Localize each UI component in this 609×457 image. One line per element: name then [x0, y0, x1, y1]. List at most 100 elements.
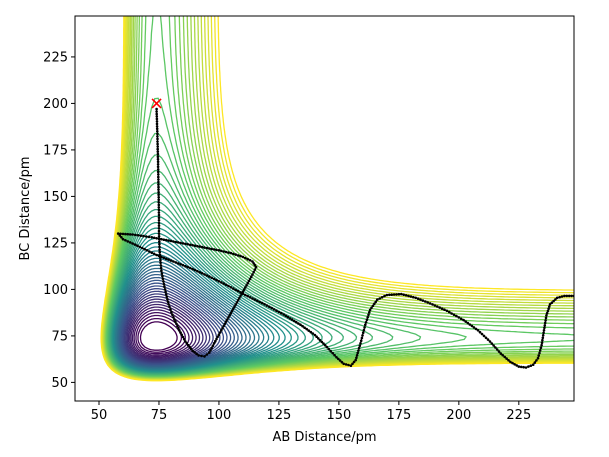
trajectory-point [466, 321, 470, 325]
trajectory-point [174, 240, 178, 244]
trajectory-point [214, 339, 217, 343]
trajectory-point [234, 288, 237, 292]
trajectory-point [158, 242, 161, 246]
trajectory-point [542, 329, 546, 332]
y-tick-label: 175 [43, 143, 68, 158]
trajectory-point [155, 237, 158, 240]
trajectory-point [156, 130, 159, 133]
trajectory-point [155, 122, 159, 126]
trajectory-point [364, 321, 368, 324]
contour-level [121, 285, 225, 365]
y-tick-label: 50 [51, 376, 68, 391]
trajectory-point [338, 359, 342, 362]
trajectory-point [164, 238, 168, 242]
trajectory-point [270, 306, 274, 310]
x-tick-label: 225 [506, 408, 531, 423]
trajectory-point [241, 292, 245, 296]
trajectory-point [468, 323, 472, 326]
trajectory-point [478, 330, 482, 334]
trajectory-point [474, 327, 478, 331]
trajectory-point [357, 346, 361, 350]
trajectory-point [567, 294, 571, 298]
contour-level [130, 306, 197, 359]
trajectory-point [170, 310, 173, 314]
trajectory-point [169, 239, 173, 243]
trajectory-point [402, 293, 406, 297]
trajectory-point [531, 363, 535, 367]
trajectory-point [157, 227, 161, 230]
trajectory-point [126, 240, 130, 243]
trajectory-point [176, 324, 179, 328]
trajectory-point [284, 314, 288, 318]
y-axis-ticks: 50 75 100 125 150 175 200 225 [43, 50, 75, 391]
trajectory-point [560, 295, 564, 298]
trajectory-point [426, 301, 430, 304]
trajectory-point [156, 135, 159, 138]
trajectory-point [203, 355, 206, 358]
trajectory-point [156, 147, 159, 151]
trajectory-point [159, 266, 163, 270]
trajectory-point [156, 163, 160, 166]
trajectory-point [172, 316, 175, 319]
trajectory-point [364, 323, 367, 327]
trajectory-point [179, 241, 182, 245]
trajectory-point [280, 311, 283, 315]
trajectory-point [450, 312, 453, 315]
trajectory-point [404, 294, 408, 297]
trajectory-point [488, 340, 492, 343]
trajectory-point [480, 332, 484, 336]
trajectory-point [252, 270, 255, 274]
trajectory-point [193, 244, 197, 247]
trajectory-point [335, 356, 338, 359]
trajectory-point [544, 319, 547, 322]
trajectory-point [158, 248, 161, 251]
trajectory-point [186, 265, 190, 269]
trajectory-point [307, 329, 311, 332]
trajectory-point [143, 247, 146, 251]
trajectory-point [160, 237, 163, 241]
trajectory-point [548, 305, 551, 308]
trajectory-point [172, 260, 175, 263]
trajectory-point [173, 318, 176, 321]
trajectory-point [315, 335, 318, 339]
trajectory-point [277, 310, 281, 314]
trajectory-point [349, 364, 353, 368]
trajectory-point [301, 324, 304, 328]
trajectory-point [160, 272, 164, 275]
trajectory-point [128, 241, 132, 244]
trajectory-point [239, 291, 242, 294]
trajectory-point [121, 232, 125, 236]
trajectory-point [167, 258, 170, 261]
trajectory-point [228, 313, 231, 317]
trajectory-point [250, 275, 253, 279]
trajectory-point [221, 326, 224, 330]
trajectory-point [184, 264, 187, 268]
trajectory-point [445, 309, 449, 313]
trajectory-point [367, 313, 370, 317]
trajectory-point [155, 115, 159, 118]
trajectory-point [438, 306, 442, 309]
trajectory-point [317, 337, 320, 340]
trajectory-point [165, 295, 169, 299]
trajectory-point [196, 269, 199, 273]
trajectory-point [357, 349, 360, 352]
trajectory-point [368, 308, 372, 312]
trajectory-point [156, 160, 160, 163]
trajectory-point [215, 248, 218, 252]
trajectory-point [362, 328, 366, 332]
trajectory-point [157, 183, 160, 186]
trajectory-point [227, 284, 230, 288]
trajectory-point [238, 296, 241, 300]
trajectory-point [155, 253, 158, 257]
trajectory-point [212, 342, 216, 345]
trajectory-point [344, 363, 348, 366]
trajectory-point [476, 329, 480, 332]
trajectory-point [157, 193, 160, 196]
trajectory-point [157, 219, 161, 222]
trajectory-point [157, 173, 160, 176]
trajectory-point [409, 295, 413, 298]
trajectory-point [145, 249, 149, 252]
x-tick-label: 125 [267, 408, 292, 423]
trajectory-point [524, 366, 528, 369]
trajectory-point [222, 250, 225, 253]
